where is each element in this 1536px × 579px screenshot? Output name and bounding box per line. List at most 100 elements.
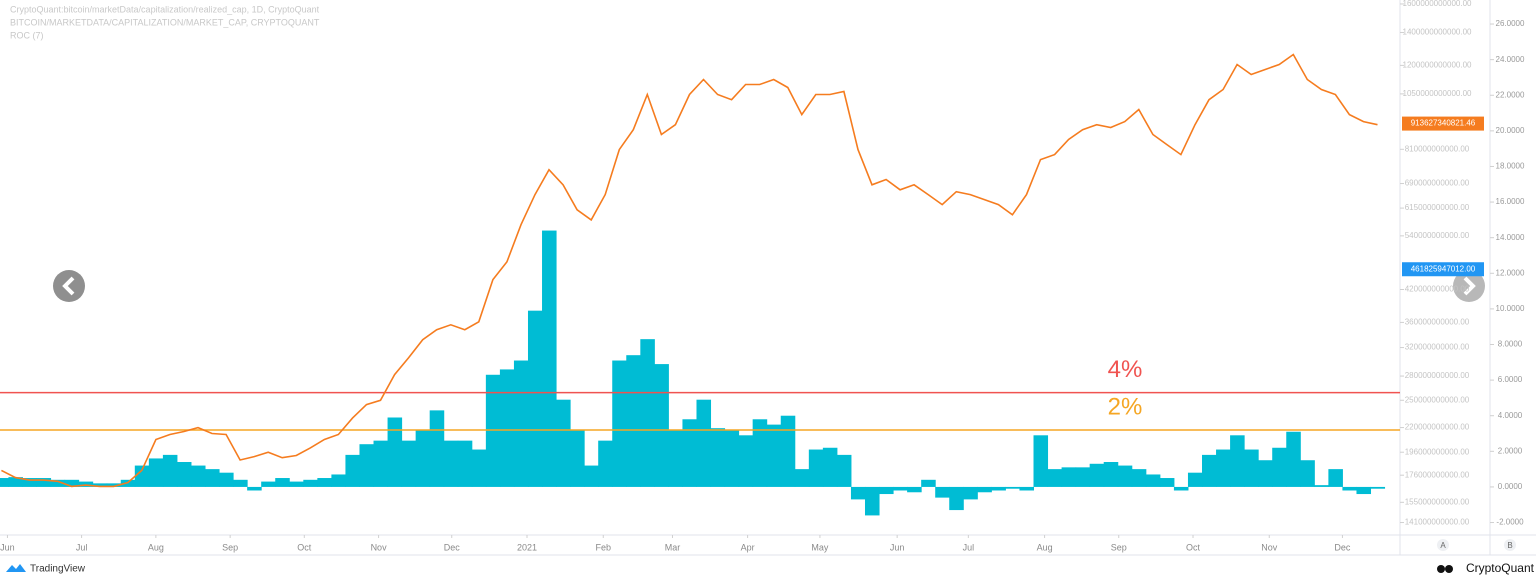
- x-tick-label: Aug: [148, 542, 164, 552]
- header-line: CryptoQuant:bitcoin/marketData/capitaliz…: [10, 4, 320, 14]
- roc-bar: [50, 479, 66, 487]
- x-tick-label: Sep: [1111, 542, 1127, 552]
- roc-bar: [1075, 467, 1091, 487]
- price-marker: [1402, 262, 1484, 277]
- roc-bar: [584, 465, 599, 487]
- roc-bar: [1202, 454, 1217, 487]
- y2-tick-label: 0.0000: [1498, 482, 1523, 491]
- footer-right: CryptoQuant: [1466, 561, 1535, 575]
- roc-bar: [233, 479, 248, 487]
- roc-bar: [1314, 485, 1329, 487]
- y-tick-label: 141000000000.00: [1405, 518, 1470, 527]
- roc-bar: [1356, 486, 1372, 495]
- roc-bar: [598, 440, 613, 487]
- roc-bar: [626, 355, 641, 487]
- roc-bar: [766, 424, 782, 487]
- prev-arrow[interactable]: [53, 270, 85, 302]
- prev-arrow-bg[interactable]: [53, 270, 85, 302]
- roc-bar: [92, 483, 108, 487]
- y2-tick-label: 18.0000: [1496, 162, 1525, 171]
- next-arrow[interactable]: [1453, 270, 1485, 302]
- y2-tick-label: 8.0000: [1498, 340, 1523, 349]
- y2-tick-label: 20.0000: [1496, 126, 1525, 135]
- roc-bar: [289, 481, 304, 487]
- roc-bar: [485, 374, 501, 487]
- roc-bar: [542, 230, 557, 487]
- roc-bar: [864, 486, 880, 516]
- x-tick-label: Nov: [1261, 542, 1278, 552]
- roc-bar: [148, 458, 164, 487]
- x-tick-label: Oct: [297, 542, 312, 552]
- y2-tick-label: 4.0000: [1498, 411, 1523, 420]
- price-marker-label: 913627340821.46: [1411, 119, 1476, 128]
- prev-arrow-icon[interactable]: [62, 276, 75, 296]
- roc-bar: [275, 478, 290, 487]
- roc-bar: [1286, 431, 1301, 487]
- roc-bar: [1300, 460, 1315, 487]
- roc-bar: [710, 428, 726, 487]
- roc-bar: [1328, 469, 1343, 487]
- roc-bar: [556, 399, 571, 487]
- roc-bar: [499, 369, 515, 487]
- roc-bar: [176, 462, 192, 487]
- x-tick-label: Dec: [1334, 542, 1351, 552]
- next-arrow-bg[interactable]: [1453, 270, 1485, 302]
- scale-button-bg[interactable]: [1437, 539, 1449, 551]
- roc-bar: [106, 483, 122, 487]
- roc-bar: [949, 486, 964, 511]
- threshold-label: 2%: [1108, 393, 1143, 420]
- roc-bar: [1145, 474, 1161, 487]
- y-tick-label: 220000000000.00: [1405, 423, 1470, 432]
- roc-bar: [205, 469, 220, 487]
- roc-bar: [1272, 447, 1287, 487]
- y-tick-label: 540000000000.00: [1405, 231, 1470, 240]
- x-tick-label: Jun: [0, 542, 15, 552]
- scale-button-bg[interactable]: [1504, 539, 1516, 551]
- y-tick-label: 280000000000.00: [1405, 371, 1470, 380]
- y-tick-label: 155000000000.00: [1405, 497, 1470, 506]
- roc-bar: [1173, 486, 1189, 491]
- roc-bar: [752, 419, 768, 487]
- roc-bar: [640, 339, 655, 487]
- roc-bar: [1089, 463, 1105, 487]
- roc-bar: [963, 486, 978, 500]
- y2-tick-label: 24.0000: [1496, 55, 1525, 64]
- roc-bar: [879, 486, 894, 495]
- y-tick-label: 320000000000.00: [1405, 343, 1470, 352]
- price-marker-label: 461825947012.00: [1411, 264, 1476, 273]
- roc-bar: [836, 454, 852, 487]
- scale-button[interactable]: A: [1440, 541, 1446, 550]
- scale-button[interactable]: B: [1507, 541, 1512, 550]
- roc-bar: [921, 479, 936, 487]
- roc-bar: [808, 449, 824, 487]
- y-tick-label: 250000000000.00: [1405, 395, 1470, 404]
- roc-bar: [401, 440, 417, 487]
- next-arrow-icon[interactable]: [1463, 276, 1476, 296]
- x-tick-label: Apr: [741, 542, 755, 552]
- roc-bar: [977, 486, 992, 493]
- roc-bar: [1258, 460, 1273, 487]
- header-line: BITCOIN/MARKETDATA/CAPITALIZATION/MARKET…: [10, 17, 320, 27]
- roc-bar: [120, 479, 136, 487]
- roc-bar: [429, 410, 445, 487]
- roc-bar: [317, 478, 332, 487]
- price-marker: [1402, 116, 1484, 131]
- x-tick-label: Jul: [963, 542, 975, 552]
- roc-bar: [359, 444, 375, 487]
- roc-bar: [935, 486, 950, 498]
- roc-bar: [780, 415, 796, 487]
- roc-bar: [78, 481, 94, 487]
- y2-tick-label: 16.0000: [1496, 197, 1525, 206]
- roc-bar: [457, 440, 473, 487]
- roc-bar: [162, 454, 178, 487]
- roc-bar: [22, 478, 38, 487]
- y2-tick-label: 10.0000: [1496, 304, 1525, 313]
- roc-bar: [1103, 462, 1119, 487]
- footer-left: TradingView: [30, 564, 86, 575]
- x-tick-label: Oct: [1186, 542, 1201, 552]
- roc-bar: [331, 474, 346, 487]
- roc-bar: [471, 449, 487, 487]
- roc-bar: [387, 417, 403, 487]
- y2-tick-label: 22.0000: [1496, 90, 1525, 99]
